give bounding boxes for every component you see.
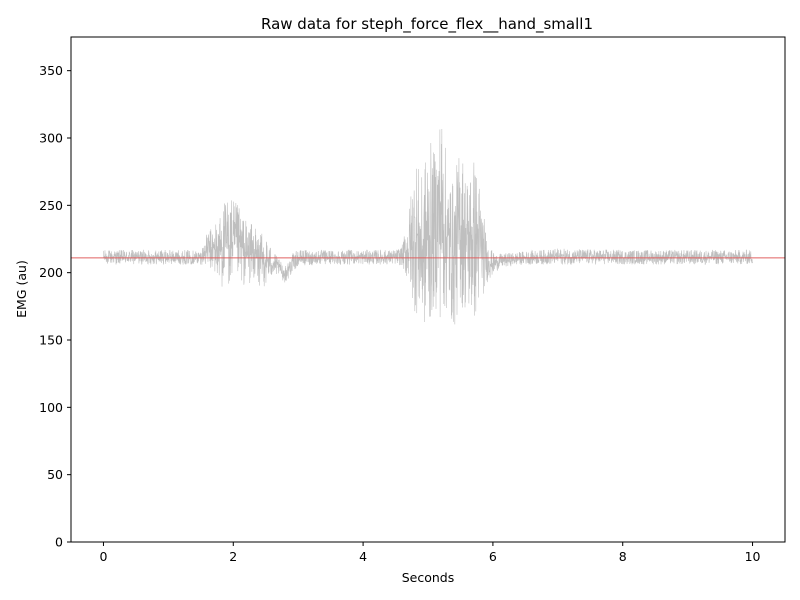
y-tick-label: 200: [39, 265, 63, 280]
y-tick-label: 50: [47, 467, 63, 482]
x-axis-label: Seconds: [402, 570, 455, 585]
y-tick-label: 250: [39, 198, 63, 213]
y-axis-label: EMG (au): [14, 260, 29, 318]
emg-signal-line: [103, 128, 753, 325]
y-tick-label: 0: [55, 535, 63, 550]
x-tick-label: 4: [359, 549, 367, 564]
x-tick-label: 6: [489, 549, 497, 564]
y-tick-label: 350: [39, 63, 63, 78]
chart-title: Raw data for steph_force_flex__hand_smal…: [261, 15, 593, 34]
y-tick-label: 100: [39, 400, 63, 415]
axes-frame: [70, 36, 786, 543]
x-tick-label: 2: [229, 549, 237, 564]
x-axis: 0 2 4 6 8 10: [99, 542, 761, 564]
y-axis: 0 50 100 150 200 250 300 350: [39, 63, 71, 550]
data-layer: [103, 128, 753, 325]
y-tick-label: 300: [39, 131, 63, 146]
plot-area: [70, 36, 786, 543]
x-tick-label: 10: [745, 549, 761, 564]
x-tick-label: 0: [99, 549, 107, 564]
x-tick-label: 8: [619, 549, 627, 564]
y-tick-label: 150: [39, 333, 63, 348]
